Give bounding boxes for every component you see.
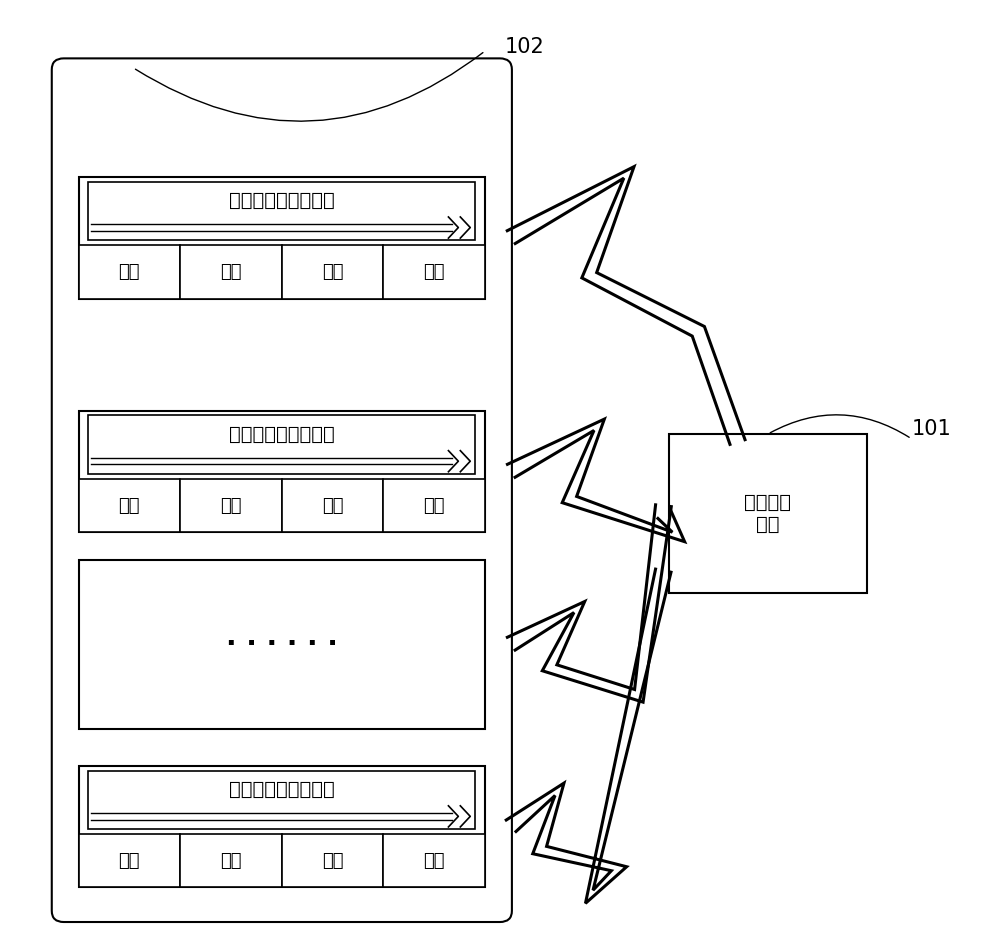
Text: 量化: 量化 — [322, 497, 343, 515]
Text: · · · · · ·: · · · · · · — [226, 631, 338, 658]
Bar — [282, 245, 383, 299]
Bar — [79, 479, 180, 532]
Text: 放大: 放大 — [220, 497, 242, 515]
Bar — [180, 834, 282, 887]
Text: 压缩: 压缩 — [424, 852, 445, 869]
Text: 拾取: 拾取 — [119, 852, 140, 869]
Bar — [79, 411, 485, 532]
Text: 无线接收
终端: 无线接收 终端 — [744, 493, 791, 534]
Text: 压缩: 压缩 — [424, 263, 445, 281]
Bar — [79, 245, 180, 299]
Bar — [88, 416, 475, 474]
Bar — [180, 245, 282, 299]
Text: 量化: 量化 — [322, 263, 343, 281]
Text: 有源无线表面传感器: 有源无线表面传感器 — [229, 780, 335, 799]
Bar — [282, 834, 383, 887]
Bar — [88, 770, 475, 829]
Text: 放大: 放大 — [220, 263, 242, 281]
Bar — [383, 479, 485, 532]
Bar — [383, 834, 485, 887]
Text: 拾取: 拾取 — [119, 263, 140, 281]
Bar — [383, 245, 485, 299]
Bar — [180, 479, 282, 532]
Bar — [79, 834, 180, 887]
Bar — [79, 177, 485, 299]
Text: 有源无线表面传感器: 有源无线表面传感器 — [229, 424, 335, 444]
Bar — [79, 560, 485, 729]
Bar — [669, 434, 867, 593]
Bar — [79, 766, 485, 887]
Bar — [282, 479, 383, 532]
Text: 102: 102 — [505, 37, 545, 57]
Text: 放大: 放大 — [220, 852, 242, 869]
Bar — [88, 182, 475, 240]
Text: 压缩: 压缩 — [424, 497, 445, 515]
Text: 有源无线表面传感器: 有源无线表面传感器 — [229, 191, 335, 210]
FancyBboxPatch shape — [52, 58, 512, 922]
Text: 量化: 量化 — [322, 852, 343, 869]
Text: 101: 101 — [911, 420, 951, 439]
Text: 拾取: 拾取 — [119, 497, 140, 515]
